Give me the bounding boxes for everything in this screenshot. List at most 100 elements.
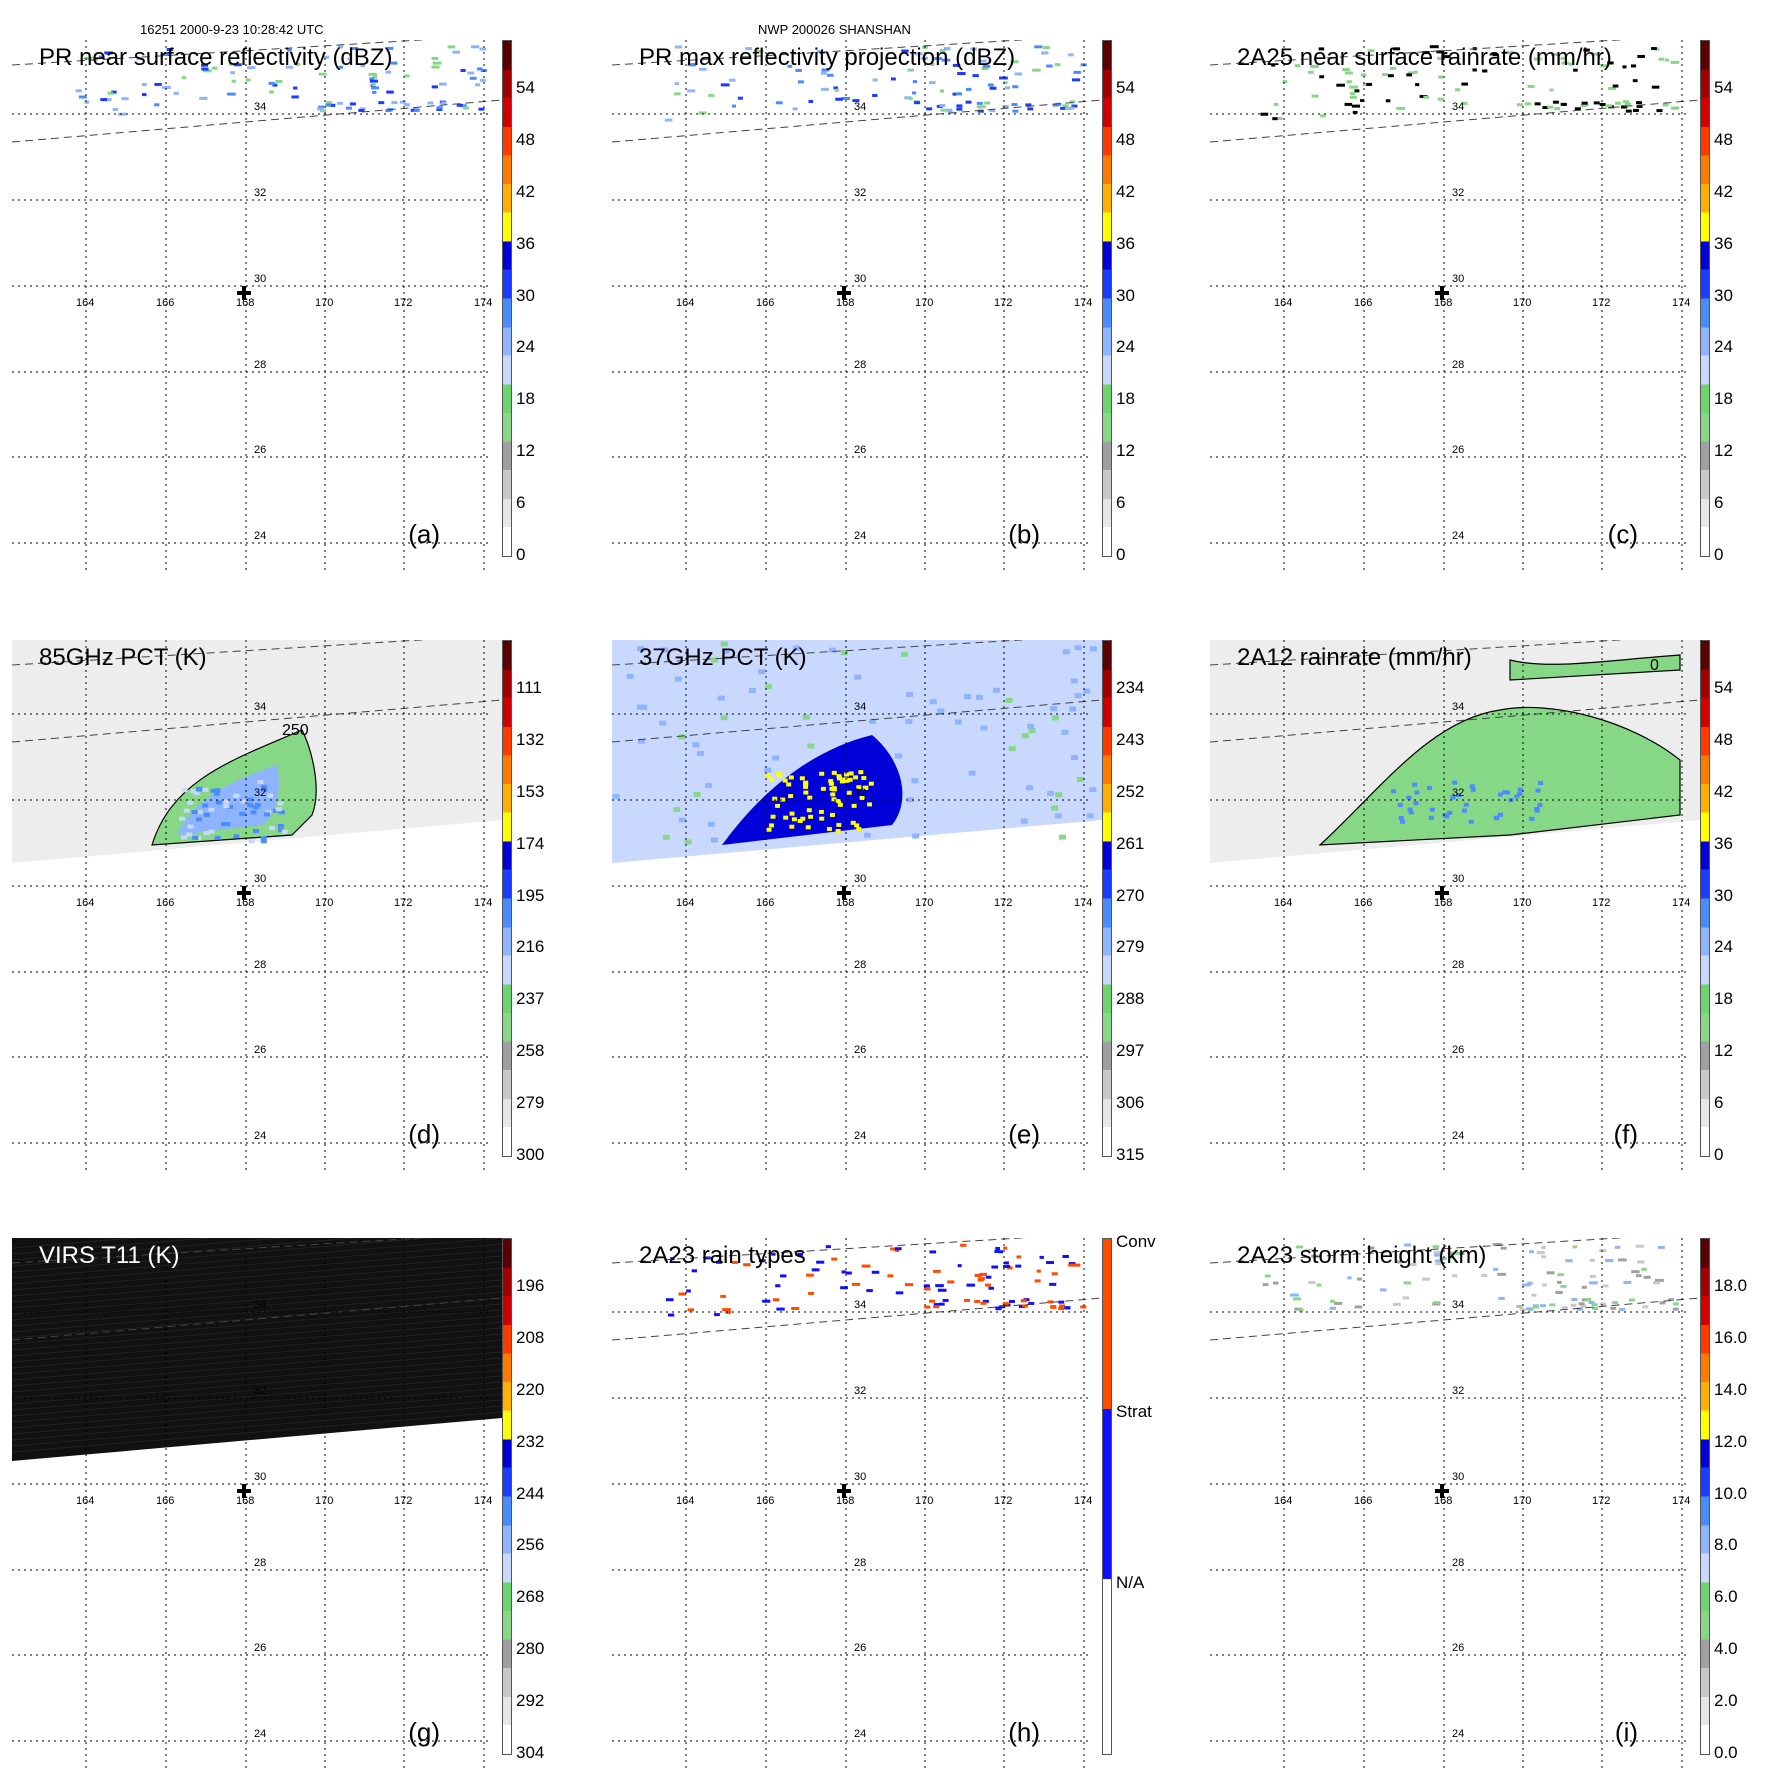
pct85-pixel	[223, 803, 230, 808]
radar-echo-pixel	[1481, 1273, 1488, 1277]
panel-title: 2A25 near surface rainrate (mm/hr)	[1237, 44, 1612, 71]
colorbar-tick-label: 36	[1116, 233, 1135, 253]
radar-echo-pixel	[368, 72, 377, 76]
radar-echo-pixel	[1571, 1298, 1578, 1302]
colorbar: 111 132 153 174 195 216 237 258 279 300	[502, 640, 562, 1170]
radar-echo-pixel	[1622, 100, 1629, 104]
radar-echo-pixel	[111, 90, 117, 94]
pct37-pixel	[1051, 805, 1059, 811]
latitude-label: 28	[1452, 1557, 1464, 1569]
radar-echo-pixel	[980, 1301, 987, 1305]
radar-echo-pixel	[268, 81, 275, 85]
radar-echo-pixel	[1524, 102, 1531, 106]
pct37-warm-pixel	[863, 785, 869, 790]
virs-scanline	[12, 1411, 502, 1453]
colorbar-tick-label: 261	[1116, 833, 1145, 853]
pct37-pixel	[840, 650, 848, 656]
radar-echo-pixel	[1290, 1293, 1299, 1297]
pct37-warm-pixel	[780, 797, 786, 802]
panel-label: (h)	[1008, 1717, 1040, 1747]
radar-echo-pixel	[667, 1313, 675, 1317]
panel-g: 34 32 30 28 26 24 164 166 168 170 172 174 VIRS T11 (…	[12, 1238, 544, 1768]
latitude-label: 30	[1452, 1471, 1464, 1483]
swath-edge-line	[12, 99, 502, 143]
colorbar-tick-label: 12.0	[1714, 1431, 1748, 1451]
radar-echo-pixel	[1367, 49, 1375, 53]
colorbar-gradient	[1700, 640, 1710, 1157]
pct85-pixel	[191, 810, 198, 815]
panel-title: VIRS T11 (K)	[39, 1242, 180, 1269]
radar-echo-pixel	[1581, 1298, 1588, 1302]
2a12-heavy-pixel	[1529, 816, 1535, 821]
radar-echo-pixel	[940, 108, 947, 112]
pct37-warm-pixel	[867, 802, 873, 807]
pct37-pixel	[1089, 646, 1097, 652]
radar-echo-pixel	[665, 1298, 674, 1302]
2a12-heavy-pixel	[1408, 810, 1414, 815]
pct85-pixel	[193, 791, 200, 796]
radar-echo-pixel	[452, 50, 460, 54]
radar-echo-pixel	[1034, 1279, 1041, 1283]
pct37-pixel	[684, 839, 692, 845]
panel-label: (a)	[408, 519, 440, 549]
colorbar: 234 243 252 261 270 279 288 297 306 315	[1102, 640, 1162, 1170]
radar-echo-pixel	[440, 101, 447, 105]
radar-echo-pixel	[1068, 1262, 1076, 1266]
pct37-pixel	[869, 718, 877, 724]
colorbar: 54 48 42 36 30 24 18 12 6 0	[1102, 40, 1162, 570]
latitude-label: 26	[854, 444, 866, 456]
pct37-warm-pixel	[836, 799, 842, 804]
radar-echo-pixel	[1064, 107, 1071, 111]
pct37-pixel	[748, 688, 756, 694]
radar-echo-pixel	[797, 1252, 804, 1256]
pct37-warm-pixel	[772, 796, 778, 801]
radar-echo-pixel	[1527, 84, 1535, 88]
pct37-pixel	[636, 704, 644, 710]
storm-center-marker-icon	[837, 886, 851, 900]
radar-echo-pixel	[1541, 1245, 1546, 1249]
latitude-label: 32	[1452, 1385, 1464, 1397]
radar-echo-pixel	[1062, 1254, 1069, 1258]
colorbar-tick-label: 216	[516, 937, 545, 957]
storm-center-marker-icon	[237, 886, 251, 900]
longitude-label: 174	[474, 297, 492, 309]
radar-echo-pixel	[1004, 86, 1011, 90]
colorbar-tick-label: 10.0	[1714, 1483, 1748, 1503]
radar-echo-pixel	[743, 1263, 751, 1267]
pct37-warm-pixel	[806, 808, 812, 813]
pct85-pixel	[181, 788, 188, 793]
radar-echo-pixel	[1413, 70, 1418, 74]
latitude-label: 24	[1452, 530, 1464, 542]
pct37-warm-pixel	[829, 812, 835, 817]
virs-scanline	[12, 1387, 502, 1429]
colorbar-tick-label: 279	[516, 1093, 545, 1113]
latitude-label: 32	[1452, 787, 1464, 799]
radar-echo-pixel	[378, 101, 385, 105]
radar-echo-pixel	[1589, 1258, 1595, 1262]
radar-echo-pixel	[1027, 107, 1034, 111]
panel-title: 2A12 rainrate (mm/hr)	[1237, 644, 1472, 671]
panel-title: PR near surface reflectivity (dBZ)	[39, 44, 393, 71]
virs-scanline	[12, 1249, 502, 1291]
radar-echo-pixel	[1336, 83, 1346, 87]
radar-echo-pixel	[1653, 1281, 1661, 1285]
pct37-warm-pixel	[805, 825, 811, 830]
radar-echo-pixel	[1350, 91, 1356, 95]
colorbar-tick-label: 24	[1116, 337, 1135, 357]
radar-echo-pixel	[349, 46, 358, 50]
radar-echo-pixel	[894, 1248, 900, 1252]
radar-echo-pixel	[834, 88, 839, 92]
2a12-heavy-pixel	[1406, 795, 1412, 800]
pct85-pixel	[196, 809, 203, 814]
radar-echo-pixel	[478, 107, 485, 111]
pct37-pixel	[696, 751, 704, 757]
radar-echo-pixel	[1016, 1255, 1022, 1259]
radar-echo-pixel	[1080, 1305, 1087, 1309]
colorbar-tick-label: 292	[516, 1691, 545, 1711]
radar-echo-pixel	[890, 77, 896, 81]
radar-echo-pixel	[121, 97, 129, 101]
pct37-pixel	[912, 833, 920, 839]
radar-echo-pixel	[287, 48, 292, 52]
pct37-warm-pixel	[850, 820, 856, 825]
radar-echo-pixel	[776, 1307, 785, 1311]
